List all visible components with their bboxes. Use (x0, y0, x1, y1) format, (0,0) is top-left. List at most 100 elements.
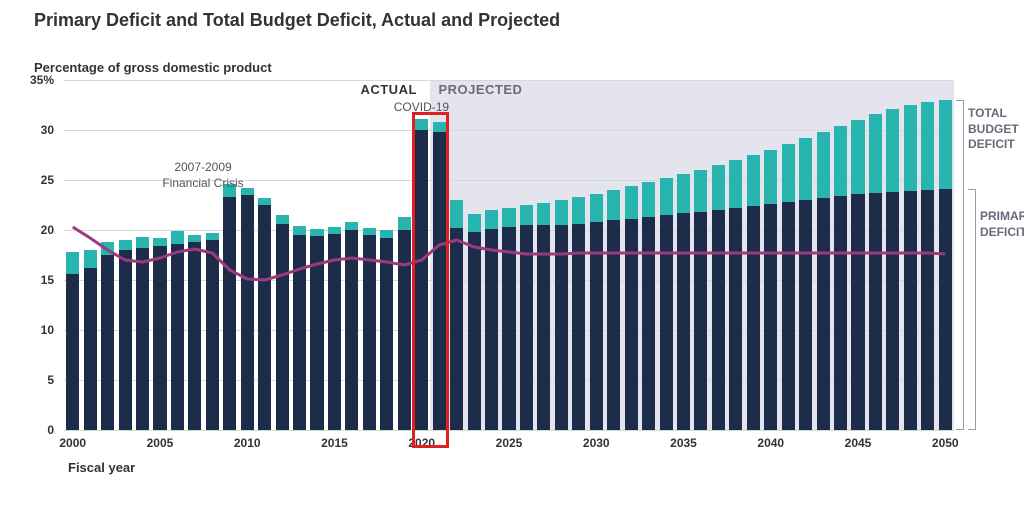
bar-primary-deficit (468, 232, 481, 430)
bar-total-extra (171, 231, 184, 244)
bar-total-extra (607, 190, 620, 220)
bar-primary-deficit (119, 250, 132, 430)
x-tick-label: 2000 (59, 436, 86, 450)
bar-total-extra (939, 100, 952, 189)
bar-primary-deficit (747, 206, 760, 430)
bar-total-extra (433, 122, 446, 132)
bar-total-extra (904, 105, 917, 191)
bar-total-extra (310, 229, 323, 236)
bar-total-extra (817, 132, 830, 198)
bar-total-extra (625, 186, 638, 219)
bar-primary-deficit (450, 228, 463, 430)
bar-total-extra (677, 174, 690, 213)
bar-total-extra (851, 120, 864, 194)
bar-total-extra (712, 165, 725, 210)
x-tick-label: 2045 (845, 436, 872, 450)
bar-primary-deficit (398, 230, 411, 430)
x-tick-label: 2050 (932, 436, 959, 450)
bar-total-extra (136, 237, 149, 248)
y-tick-label: 0 (47, 423, 54, 437)
y-tick-label: 10 (41, 323, 54, 337)
bar-primary-deficit (660, 215, 673, 430)
bar-primary-deficit (782, 202, 795, 430)
bar-total-extra (921, 102, 934, 190)
bar-primary-deficit (520, 225, 533, 430)
bar-primary-deficit (694, 212, 707, 430)
bar-primary-deficit (851, 194, 864, 430)
bar-primary-deficit (66, 274, 79, 430)
bar-primary-deficit (921, 190, 934, 430)
bar-total-extra (450, 200, 463, 228)
bar-total-extra (729, 160, 742, 208)
bar-total-extra (119, 240, 132, 250)
x-tick-label: 2015 (321, 436, 348, 450)
bar-total-extra (258, 198, 271, 205)
bar-total-extra (520, 205, 533, 225)
bar-primary-deficit (904, 191, 917, 430)
y-tick-label: 35% (30, 73, 54, 87)
y-tick-label: 5 (47, 373, 54, 387)
bar-primary-deficit (555, 225, 568, 430)
bar-primary-deficit (223, 197, 236, 430)
chart-title: Primary Deficit and Total Budget Deficit… (34, 10, 560, 31)
bar-total-extra (642, 182, 655, 217)
bar-primary-deficit (572, 224, 585, 430)
bracket-primary (968, 189, 976, 430)
chart-plot-area: 5101520253035%0 200020052010201520202025… (64, 80, 954, 430)
y-tick-label: 30 (41, 123, 54, 137)
bar-total-extra (328, 227, 341, 234)
bar-total-extra (782, 144, 795, 202)
bar-primary-deficit (799, 200, 812, 430)
y-tick-label: 20 (41, 223, 54, 237)
bar-total-extra (188, 235, 201, 242)
bar-total-extra (206, 233, 219, 240)
bar-total-extra (555, 200, 568, 225)
bar-primary-deficit (328, 234, 341, 430)
x-tick-label: 2030 (583, 436, 610, 450)
annotation-line1: 2007-2009 (174, 160, 231, 174)
bar-total-extra (886, 109, 899, 192)
bar-primary-deficit (363, 235, 376, 430)
projected-label: PROJECTED (438, 82, 522, 97)
bar-primary-deficit (415, 130, 428, 430)
bar-total-extra (380, 230, 393, 238)
bar-primary-deficit (764, 204, 777, 430)
bar-primary-deficit (834, 196, 847, 430)
bar-primary-deficit (537, 225, 550, 430)
bar-total-extra (590, 194, 603, 222)
bar-total-extra (747, 155, 760, 206)
bar-primary-deficit (712, 210, 725, 430)
bar-total-extra (66, 252, 79, 274)
bar-total-extra (153, 238, 166, 246)
bar-total-extra (502, 208, 515, 227)
y-tick-label: 25 (41, 173, 54, 187)
bar-primary-deficit (136, 248, 149, 430)
bar-primary-deficit (206, 240, 219, 430)
bar-primary-deficit (642, 217, 655, 430)
bar-total-extra (799, 138, 812, 200)
bar-primary-deficit (433, 132, 446, 430)
bar-primary-deficit (345, 230, 358, 430)
bar-primary-deficit (293, 235, 306, 430)
bar-total-extra (84, 250, 97, 268)
bar-primary-deficit (817, 198, 830, 430)
bar-total-extra (345, 222, 358, 230)
bar-primary-deficit (188, 242, 201, 430)
bar-primary-deficit (590, 222, 603, 430)
bar-primary-deficit (153, 246, 166, 430)
bar-primary-deficit (886, 192, 899, 430)
bar-total-extra (764, 150, 777, 204)
x-tick-label: 2040 (757, 436, 784, 450)
bar-primary-deficit (276, 224, 289, 430)
bar-total-extra (293, 226, 306, 235)
bar-total-extra (415, 119, 428, 130)
bar-primary-deficit (84, 268, 97, 430)
y-axis-title: Percentage of gross domestic product (34, 60, 272, 75)
bar-primary-deficit (485, 229, 498, 430)
bar-total-extra (694, 170, 707, 212)
bar-primary-deficit (625, 219, 638, 430)
x-tick-label: 2005 (147, 436, 174, 450)
y-tick-label: 15 (41, 273, 54, 287)
x-tick-label: 2020 (408, 436, 435, 450)
bar-total-extra (101, 242, 114, 255)
